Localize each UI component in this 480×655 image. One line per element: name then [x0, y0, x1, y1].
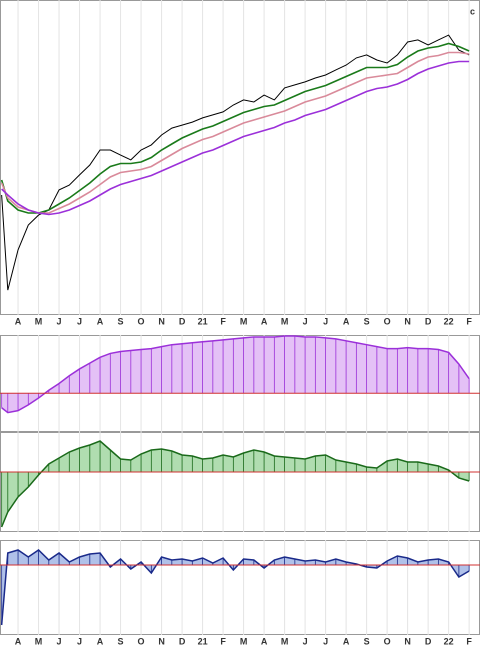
- x-tick-label: O: [384, 316, 391, 326]
- histogram-outline: [0, 440, 470, 528]
- x-tick-label: 21: [198, 636, 208, 646]
- x-tick-label: A: [97, 316, 104, 326]
- x-tick-label: D: [425, 636, 432, 646]
- x-tick-label: D: [179, 636, 186, 646]
- x-tick-label: A: [15, 636, 22, 646]
- x-tick-label: A: [261, 316, 268, 326]
- x-tick-label: J: [57, 316, 62, 326]
- x-tick-label: J: [77, 636, 82, 646]
- x-tick-label: 21: [198, 316, 208, 326]
- x-tick-label: A: [343, 316, 350, 326]
- x-tick-label: O: [138, 636, 145, 646]
- x-tick-label: N: [158, 636, 165, 646]
- x-tick-label: A: [15, 316, 22, 326]
- x-tick-label: A: [97, 636, 104, 646]
- x-tick-label: J: [77, 316, 82, 326]
- histogram-area: [1, 441, 470, 527]
- histogram-outline: [1, 335, 470, 414]
- x-tick-label: 22: [444, 636, 454, 646]
- x-tick-label: F: [220, 316, 226, 326]
- moving-average: [0, 51, 470, 214]
- x-tick-label: N: [158, 316, 165, 326]
- x-tick-label: J: [57, 636, 62, 646]
- x-tick-label: 22: [444, 316, 454, 326]
- x-tick-label: J: [323, 316, 328, 326]
- x-tick-label: M: [240, 316, 248, 326]
- histogram-area: [1, 335, 470, 413]
- histogram-outline: [0, 549, 470, 626]
- x-tick-label: F: [466, 636, 472, 646]
- moving-average: [0, 42, 470, 214]
- x-tick-label: J: [323, 636, 328, 646]
- price-line: [1, 34, 470, 291]
- x-tick-label: D: [425, 316, 432, 326]
- x-tick-label: M: [240, 636, 248, 646]
- x-tick-label: O: [384, 636, 391, 646]
- moving-average: [1, 60, 470, 216]
- x-tick-label: S: [118, 636, 124, 646]
- x-tick-label: M: [35, 316, 43, 326]
- x-tick-label: O: [138, 316, 145, 326]
- x-tick-label: S: [364, 316, 370, 326]
- x-tick-label: D: [179, 316, 186, 326]
- x-tick-label: S: [364, 636, 370, 646]
- x-tick-label: J: [303, 636, 308, 646]
- x-tick-label: A: [343, 636, 350, 646]
- x-tick-label: M: [281, 316, 289, 326]
- x-tick-label: J: [303, 316, 308, 326]
- x-tick-label: F: [466, 316, 472, 326]
- chart-title: c: [470, 6, 475, 16]
- x-tick-label: S: [118, 316, 124, 326]
- x-tick-label: N: [404, 636, 411, 646]
- x-tick-label: M: [281, 636, 289, 646]
- x-tick-label: F: [220, 636, 226, 646]
- x-tick-label: N: [404, 316, 411, 326]
- x-tick-label: A: [261, 636, 268, 646]
- x-tick-label: M: [35, 636, 43, 646]
